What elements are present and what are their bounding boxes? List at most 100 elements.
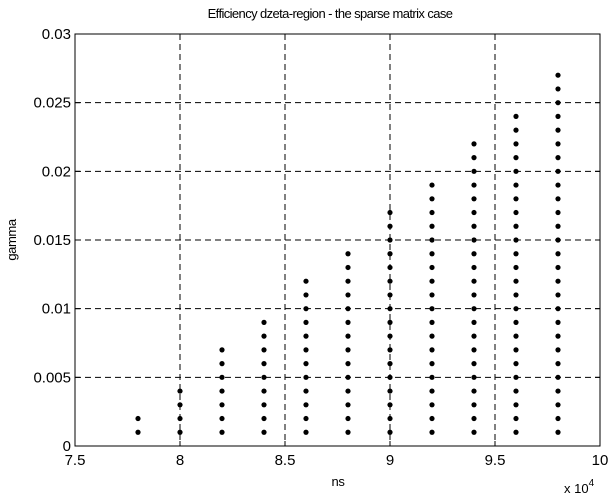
data-point [345,388,351,394]
data-point [513,237,519,243]
x-axis-label: ns [332,474,346,489]
data-point [345,319,351,325]
data-point [387,415,393,422]
data-point [555,168,561,174]
data-point [303,347,309,353]
data-point [471,292,477,298]
data-point [471,196,477,202]
data-point [177,429,183,435]
data-point [429,182,435,188]
data-point [513,429,519,435]
data-point [261,319,267,325]
x-tick-label: 7.5 [65,452,86,469]
y-axis-label: gamma [4,218,19,261]
y-tick-label: 0.005 [33,369,71,386]
data-point [513,141,519,147]
data-point [429,223,435,229]
data-point [471,141,477,147]
data-point [555,72,561,78]
data-point [303,429,309,435]
data-point [303,333,309,339]
data-point [513,182,519,188]
data-point [345,374,351,380]
data-point [387,306,393,312]
data-point [471,361,477,367]
data-point [303,388,309,394]
y-tick-label: 0.02 [42,163,71,180]
y-tick-label: 0.01 [42,301,71,318]
data-point [387,278,393,284]
data-point [513,292,519,298]
data-point [387,209,393,216]
data-point [471,319,477,325]
data-point [303,306,309,312]
data-point [555,278,561,284]
data-point [513,168,519,174]
data-point [219,415,225,422]
data-point [513,113,519,119]
y-tick-label: 0 [63,438,71,455]
data-point [303,361,309,367]
data-point [261,429,267,435]
data-point [513,415,519,422]
data-point [345,347,351,353]
data-point [471,278,477,284]
data-point [429,333,435,339]
y-tick-label: 0.03 [42,26,71,43]
data-point [555,415,561,422]
data-point [513,264,519,271]
data-point [177,402,183,408]
data-point [219,388,225,394]
data-point [555,86,561,92]
data-points [135,72,561,435]
data-point [471,415,477,422]
data-point [261,402,267,408]
data-point [345,278,351,284]
data-point [177,388,183,394]
chart-title: Efficiency dzeta-region - the sparse mat… [208,6,453,21]
data-point [555,264,561,271]
data-point [219,347,225,353]
data-point [345,415,351,422]
data-point [555,237,561,243]
data-point [555,319,561,325]
data-point [429,306,435,312]
x-tick-label: 8 [176,452,184,469]
data-point [135,415,141,422]
data-point [345,264,351,271]
data-point [219,374,225,380]
data-point [513,155,519,161]
data-point [513,196,519,202]
data-point [261,388,267,394]
data-point [555,251,561,257]
data-point [555,306,561,312]
data-point [261,347,267,353]
y-tick-label: 0.015 [33,232,71,249]
data-point [555,113,561,119]
data-point [471,237,477,243]
data-point [471,374,477,380]
data-point [303,402,309,408]
data-point [429,196,435,202]
x-tick-label: 8.5 [275,452,296,469]
data-point [303,278,309,284]
data-point [513,278,519,284]
data-point [555,223,561,229]
data-point [471,264,477,271]
data-point [513,306,519,312]
y-tick-label: 0.025 [33,95,71,112]
axis-ticks: 7.5 8 8.5 9 9.5 10 0 0.005 0.01 0.015 0.02 0.025 0.0… [33,26,608,469]
data-point [471,388,477,394]
data-point [345,333,351,339]
data-point [555,402,561,408]
data-point [429,319,435,325]
data-point [387,374,393,380]
data-point [555,429,561,435]
x-axis-exponent-base: x 10 [564,481,589,496]
data-point [387,292,393,298]
data-point [387,347,393,353]
data-point [429,402,435,408]
x-tick-label: 10 [592,452,609,469]
data-point [471,402,477,408]
